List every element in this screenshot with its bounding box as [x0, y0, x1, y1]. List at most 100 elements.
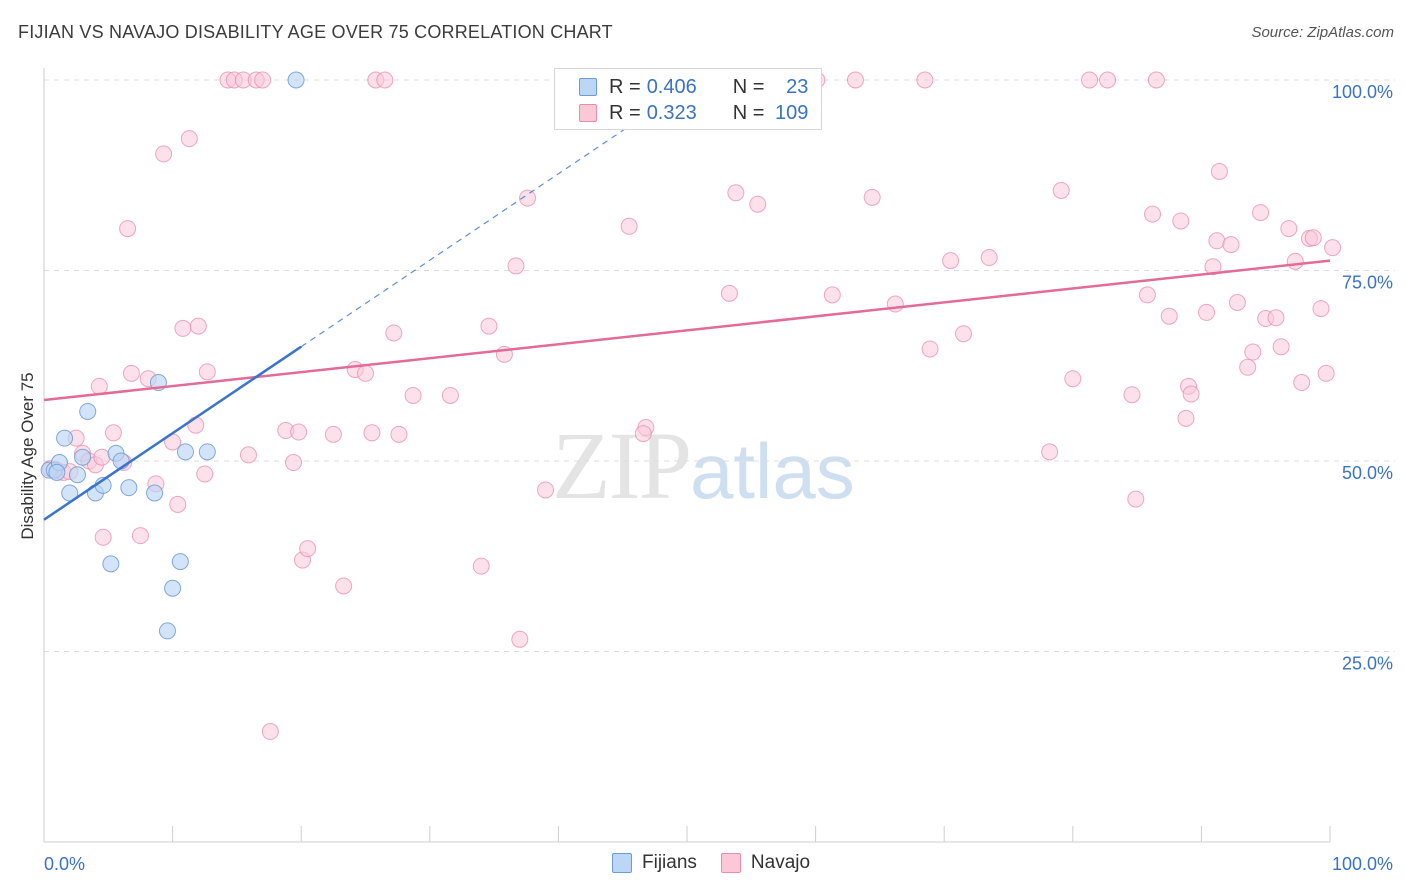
- navajo-point: [472, 557, 490, 575]
- n-value-fijians: 23: [786, 75, 809, 98]
- fijians-point: [79, 402, 97, 420]
- fijians-swatch: [612, 853, 632, 873]
- navajo-point: [980, 249, 998, 267]
- legend-item-fijians[interactable]: Fijians: [612, 852, 697, 874]
- r-value-navajo: 0.323: [646, 101, 697, 124]
- legend-row-navajo: R = 0.323 N = 109: [579, 100, 808, 126]
- navajo-point: [441, 386, 459, 404]
- legend-row-fijians: R = 0.406 N = 23: [579, 74, 808, 100]
- y-tick-label: 25.0%: [1342, 654, 1393, 674]
- navajo-trend-line: [43, 259, 1331, 402]
- correlation-legend: R = 0.406 N = 23 R = 0.323 N = 109: [554, 68, 822, 130]
- navajo-point: [1182, 385, 1200, 403]
- navajo-point: [1293, 374, 1311, 392]
- fijians-point: [74, 448, 92, 466]
- navajo-point: [357, 364, 374, 382]
- navajo-point: [1208, 232, 1226, 250]
- watermark-zip: ZIP: [552, 412, 692, 519]
- navajo-point: [180, 130, 198, 148]
- navajo-point: [511, 630, 529, 648]
- fijians-point: [56, 429, 74, 447]
- fijians-point: [176, 443, 194, 461]
- navajo-point: [507, 257, 525, 275]
- navajo-point: [1272, 338, 1290, 356]
- navajo-point: [90, 377, 108, 395]
- navajo-point: [119, 220, 137, 238]
- navajo-swatch: [720, 853, 741, 873]
- navajo-point: [1099, 71, 1117, 89]
- chart-title: FIJIAN VS NAVAJO DISABILITY AGE OVER 75 …: [18, 22, 613, 42]
- fijians-point: [146, 484, 164, 502]
- navajo-point: [954, 325, 972, 343]
- legend-item-navajo[interactable]: Navajo: [720, 852, 811, 874]
- navajo-point: [1228, 294, 1246, 312]
- navajo-point: [846, 71, 864, 89]
- fijians-point: [171, 553, 189, 571]
- navajo-point: [1144, 205, 1162, 223]
- navajo-point: [290, 423, 308, 441]
- navajo-point: [1210, 162, 1228, 180]
- navajo-point: [727, 184, 745, 202]
- navajo-point: [1064, 370, 1082, 388]
- navajo-point: [537, 481, 555, 499]
- navajo-point: [376, 71, 394, 89]
- fijians-trend-extension: [300, 121, 636, 348]
- navajo-point: [189, 317, 207, 335]
- navajo-point: [254, 71, 272, 89]
- navajo-point: [404, 386, 422, 404]
- navajo-point: [749, 195, 767, 213]
- navajo-point: [1312, 300, 1330, 318]
- navajo-point: [886, 295, 904, 313]
- navajo-point: [720, 284, 738, 302]
- navajo-point: [1267, 309, 1285, 327]
- navajo-point: [187, 416, 205, 434]
- navajo-point: [122, 364, 140, 382]
- navajo-point: [1324, 239, 1342, 257]
- source-label: Source: ZipAtlas.com: [1251, 24, 1394, 41]
- fijians-point: [158, 622, 176, 640]
- fijians-point: [68, 466, 86, 484]
- navajo-point: [131, 527, 149, 545]
- legend-label-navajo: Navajo: [750, 852, 811, 873]
- navajo-point: [1222, 236, 1240, 254]
- navajo-point: [390, 425, 408, 443]
- r-label: R =: [609, 101, 641, 124]
- navajo-point: [620, 217, 638, 235]
- navajo-point: [169, 495, 187, 513]
- navajo-point: [1177, 409, 1195, 427]
- watermark-atlas: atlas: [690, 427, 855, 515]
- r-label: R =: [609, 75, 641, 98]
- navajo-point: [94, 528, 112, 546]
- fijians-point: [287, 71, 305, 89]
- navajo-point: [634, 425, 652, 443]
- navajo-point: [480, 317, 498, 335]
- fijians-point: [198, 443, 216, 461]
- navajo-point: [1304, 229, 1322, 247]
- navajo-point: [1052, 181, 1070, 199]
- series-legend: Fijians Navajo: [612, 852, 834, 874]
- navajo-point: [155, 145, 173, 163]
- navajo-point: [93, 448, 111, 466]
- navajo-point: [1204, 258, 1222, 276]
- fijians-swatch: [579, 78, 597, 96]
- fijians-point: [164, 579, 182, 597]
- navajo-point: [1123, 386, 1141, 404]
- navajo-point: [284, 454, 302, 472]
- navajo-point: [1138, 286, 1156, 304]
- navajo-point: [1317, 364, 1335, 382]
- fijians-point: [120, 479, 138, 497]
- navajo-swatch: [579, 104, 597, 122]
- navajo-point: [519, 189, 537, 207]
- navajo-point: [1127, 490, 1145, 508]
- navajo-point: [1252, 204, 1270, 222]
- legend-label-fijians: Fijians: [642, 852, 697, 873]
- navajo-point: [1244, 343, 1262, 361]
- navajo-point: [1160, 307, 1178, 325]
- navajo-point: [363, 424, 381, 442]
- navajo-point: [1198, 303, 1216, 321]
- navajo-point: [921, 340, 939, 358]
- navajo-point: [1280, 220, 1298, 238]
- navajo-point: [324, 425, 342, 443]
- navajo-point: [174, 319, 192, 337]
